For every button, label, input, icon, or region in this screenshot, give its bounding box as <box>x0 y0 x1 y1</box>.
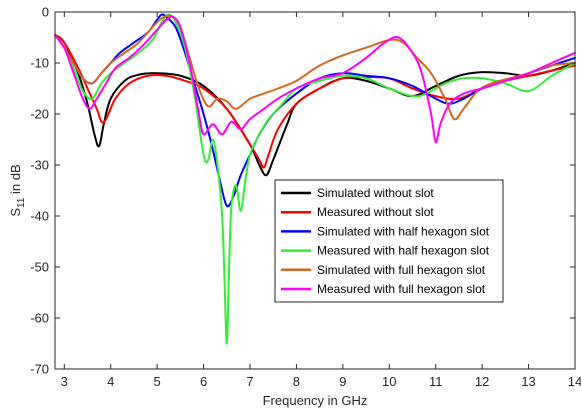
x-tick-label: 14 <box>568 374 581 389</box>
x-axis-label: Frequency in GHz <box>263 393 368 408</box>
legend-entry-label: Measured without slot <box>317 205 434 219</box>
series-line-1 <box>54 33 576 177</box>
series-line-5 <box>54 14 576 121</box>
y-tick-label: 0 <box>42 5 49 20</box>
axis-ticks: 3 4 5 6 7 8 9 10 11 12 13 14 0 -10 -20 -30 -40 -50 -60 -70 <box>30 5 581 390</box>
x-tick-label: 12 <box>475 374 489 389</box>
legend-entry-label: Simulated with full hexagon slot <box>317 263 486 277</box>
y-axis-label-main: S <box>8 208 23 217</box>
legend-entry-label: Simulated without slot <box>317 186 434 200</box>
x-tick-label: 10 <box>382 374 396 389</box>
plot-content <box>54 13 576 345</box>
y-tick-label: -70 <box>30 362 49 377</box>
y-tick-label: -60 <box>30 311 49 326</box>
legend: Simulated without slot Measured without s… <box>274 179 504 303</box>
series-line-4 <box>54 13 576 345</box>
y-tick-label: -10 <box>30 56 49 71</box>
x-tick-label: 7 <box>246 374 253 389</box>
x-tick-label: 8 <box>293 374 300 389</box>
legend-entry-label: Simulated with half hexagon slot <box>317 224 490 238</box>
y-tick-label: -30 <box>30 158 49 173</box>
y-tick-label: -20 <box>30 107 49 122</box>
legend-box <box>274 179 504 303</box>
series-line-2 <box>54 33 576 169</box>
y-axis-label-subscript: 11 <box>16 197 27 208</box>
x-tick-label: 5 <box>154 374 161 389</box>
y-tick-label: -40 <box>30 209 49 224</box>
y-axis-label-rest: in dB <box>8 164 23 197</box>
x-tick-label: 6 <box>200 374 207 389</box>
x-tick-label: 9 <box>339 374 346 389</box>
x-tick-label: 13 <box>521 374 535 389</box>
y-axis-label: S11 in dB <box>8 164 27 216</box>
x-tick-label: 4 <box>107 374 114 389</box>
axes-box <box>54 11 576 370</box>
legend-entry-label: Measured with full hexagon slot <box>317 282 486 296</box>
x-tick-label: 3 <box>61 374 68 389</box>
series-line-6 <box>54 15 576 144</box>
x-tick-label: 11 <box>429 374 443 389</box>
y-tick-label: -50 <box>30 260 49 275</box>
legend-entry-label: Measured with half hexagon slot <box>317 244 490 258</box>
